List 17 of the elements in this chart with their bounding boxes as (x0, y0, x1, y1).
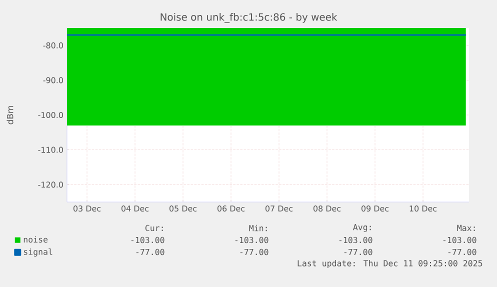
chart-title: Noise on unk_fb:c1:5c:86 - by week (160, 13, 338, 23)
text: -103.00 (131, 236, 164, 244)
text: Last update: Thu Dec 11 09:25:00 2025 (298, 260, 482, 268)
text: -77.00 (136, 248, 164, 256)
legend-label: noise (24, 236, 48, 243)
text: -103.00 (443, 236, 476, 244)
text: -77.00 (344, 248, 372, 256)
text: -103.00 (235, 236, 268, 244)
text: Min: (249, 224, 267, 232)
text: -77.00 (448, 248, 476, 256)
y-axis-title: dBm (6, 106, 14, 124)
text: Max: (457, 224, 475, 232)
text: -77.00 (240, 248, 268, 256)
text: -103.00 (339, 236, 372, 244)
text: Avg: (353, 224, 371, 232)
legend-label: signal (24, 248, 52, 257)
text: Cur: (145, 224, 163, 232)
